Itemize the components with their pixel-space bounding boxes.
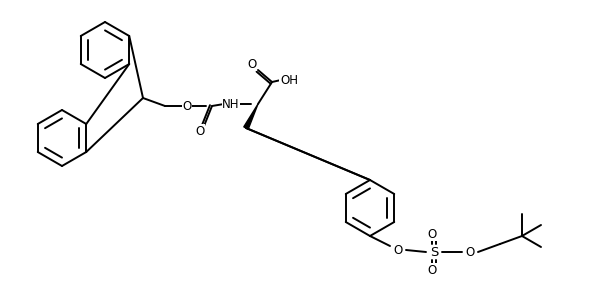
- Text: O: O: [465, 245, 475, 258]
- Polygon shape: [244, 104, 258, 129]
- Text: S: S: [430, 245, 438, 258]
- Text: OH: OH: [280, 74, 298, 87]
- Text: O: O: [427, 227, 437, 241]
- Text: O: O: [393, 243, 402, 256]
- Text: NH: NH: [223, 97, 240, 110]
- Text: O: O: [247, 57, 257, 70]
- Text: O: O: [195, 124, 205, 137]
- Text: O: O: [182, 99, 192, 112]
- Text: O: O: [427, 264, 437, 277]
